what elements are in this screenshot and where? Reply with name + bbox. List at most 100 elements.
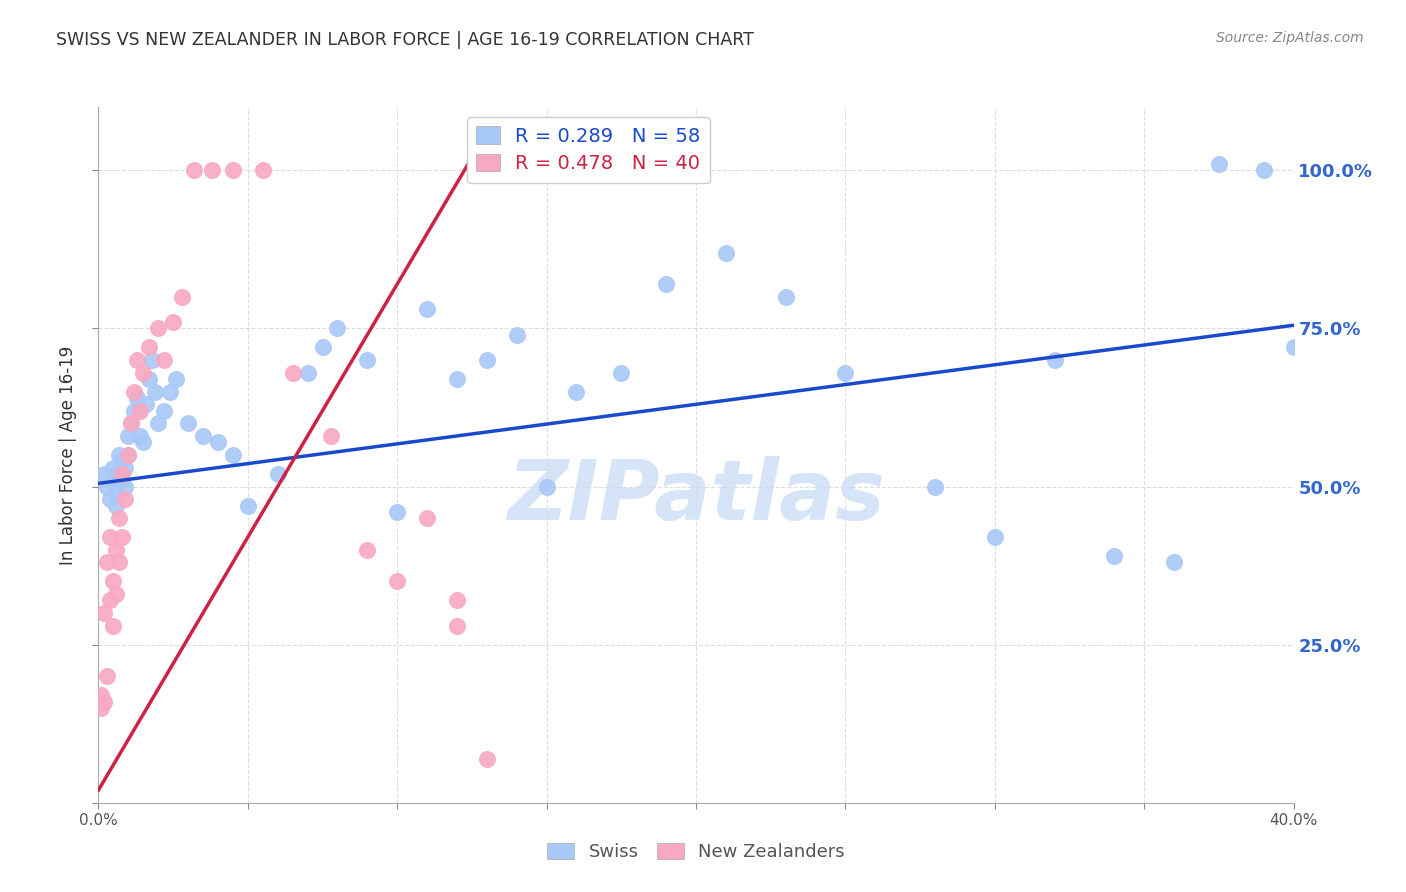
Point bbox=[100, 530, 122, 544]
Point bbox=[177, 417, 200, 431]
Point bbox=[129, 403, 152, 417]
Point bbox=[120, 417, 142, 431]
Point bbox=[236, 499, 259, 513]
Point bbox=[1104, 549, 1126, 563]
Point bbox=[191, 429, 214, 443]
Point bbox=[103, 460, 125, 475]
Point bbox=[172, 290, 194, 304]
Point bbox=[416, 511, 439, 525]
Point bbox=[124, 384, 146, 399]
Point bbox=[655, 277, 678, 292]
Point bbox=[385, 505, 409, 519]
Point bbox=[536, 479, 558, 493]
Point bbox=[108, 511, 131, 525]
Point bbox=[117, 448, 139, 462]
Point bbox=[96, 479, 118, 493]
Point bbox=[321, 429, 343, 443]
Point bbox=[281, 366, 304, 380]
Point bbox=[111, 473, 134, 487]
Point bbox=[475, 751, 498, 765]
Point bbox=[100, 492, 122, 507]
Legend: Swiss, New Zealanders: Swiss, New Zealanders bbox=[538, 834, 853, 871]
Point bbox=[416, 302, 439, 317]
Point bbox=[924, 479, 946, 493]
Point bbox=[135, 397, 157, 411]
Point bbox=[159, 384, 181, 399]
Point bbox=[96, 669, 118, 683]
Text: Source: ZipAtlas.com: Source: ZipAtlas.com bbox=[1216, 31, 1364, 45]
Point bbox=[834, 366, 856, 380]
Point bbox=[153, 403, 176, 417]
Point bbox=[90, 701, 112, 715]
Point bbox=[105, 499, 128, 513]
Point bbox=[148, 321, 170, 335]
Point bbox=[127, 391, 149, 405]
Y-axis label: In Labor Force | Age 16-19: In Labor Force | Age 16-19 bbox=[59, 345, 77, 565]
Point bbox=[105, 486, 128, 500]
Point bbox=[129, 429, 152, 443]
Text: SWISS VS NEW ZEALANDER IN LABOR FORCE | AGE 16-19 CORRELATION CHART: SWISS VS NEW ZEALANDER IN LABOR FORCE | … bbox=[56, 31, 754, 49]
Point bbox=[132, 435, 155, 450]
Point bbox=[311, 340, 333, 354]
Point bbox=[111, 467, 134, 481]
Point bbox=[252, 163, 274, 178]
Point bbox=[1253, 163, 1275, 178]
Point bbox=[183, 163, 205, 178]
Point bbox=[153, 353, 176, 368]
Point bbox=[222, 448, 245, 462]
Point bbox=[506, 327, 529, 342]
Point bbox=[143, 384, 166, 399]
Point bbox=[127, 353, 149, 368]
Point bbox=[138, 372, 160, 386]
Point bbox=[96, 556, 118, 570]
Point bbox=[117, 448, 139, 462]
Point bbox=[108, 556, 131, 570]
Point bbox=[124, 403, 146, 417]
Point bbox=[108, 448, 131, 462]
Point bbox=[111, 454, 134, 468]
Point bbox=[105, 587, 128, 601]
Point bbox=[714, 245, 737, 260]
Point bbox=[111, 530, 134, 544]
Point bbox=[1043, 353, 1066, 368]
Point bbox=[114, 460, 136, 475]
Point bbox=[103, 473, 125, 487]
Point bbox=[1282, 340, 1305, 354]
Point bbox=[132, 366, 155, 380]
Point bbox=[148, 417, 170, 431]
Point bbox=[162, 315, 184, 329]
Point bbox=[267, 467, 290, 481]
Point bbox=[141, 353, 163, 368]
Point bbox=[90, 688, 112, 702]
Point bbox=[446, 618, 468, 632]
Point bbox=[93, 467, 115, 481]
Point bbox=[775, 290, 797, 304]
Point bbox=[108, 467, 131, 481]
Point bbox=[1208, 157, 1230, 171]
Point bbox=[93, 695, 115, 709]
Point bbox=[385, 574, 409, 589]
Point bbox=[100, 593, 122, 607]
Point bbox=[93, 606, 115, 620]
Point bbox=[984, 530, 1007, 544]
Point bbox=[105, 542, 128, 557]
Point bbox=[103, 618, 125, 632]
Point bbox=[446, 372, 468, 386]
Point bbox=[114, 479, 136, 493]
Point bbox=[120, 417, 142, 431]
Point bbox=[356, 353, 378, 368]
Point bbox=[446, 593, 468, 607]
Point bbox=[222, 163, 245, 178]
Point bbox=[201, 163, 224, 178]
Point bbox=[475, 353, 498, 368]
Point bbox=[1163, 556, 1185, 570]
Point bbox=[326, 321, 349, 335]
Point bbox=[610, 366, 633, 380]
Point bbox=[297, 366, 319, 380]
Point bbox=[565, 384, 588, 399]
Point bbox=[103, 574, 125, 589]
Point bbox=[117, 429, 139, 443]
Point bbox=[138, 340, 160, 354]
Point bbox=[114, 492, 136, 507]
Point bbox=[356, 542, 378, 557]
